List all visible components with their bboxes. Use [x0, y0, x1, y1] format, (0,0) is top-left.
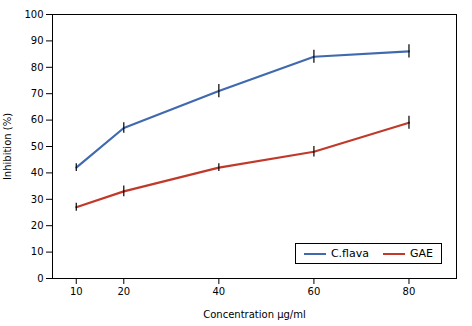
- svg-text:80: 80: [31, 62, 44, 73]
- svg-text:100: 100: [24, 9, 43, 20]
- svg-text:Inhibition (%): Inhibition (%): [2, 113, 13, 180]
- svg-text:50: 50: [31, 141, 44, 152]
- html-text:GAE: GAE: [410, 247, 433, 260]
- svg-text:40: 40: [31, 167, 44, 178]
- svg-text:40: 40: [212, 286, 225, 297]
- svg-text:0: 0: [37, 273, 43, 284]
- svg-text:10: 10: [70, 286, 83, 297]
- svg-text:20: 20: [117, 286, 130, 297]
- svg-text:60: 60: [308, 286, 321, 297]
- svg-text:10: 10: [31, 246, 44, 257]
- svg-text:60: 60: [31, 114, 44, 125]
- html-text:C.flava: C.flava: [330, 247, 369, 260]
- svg-text:80: 80: [403, 286, 416, 297]
- svg-text:70: 70: [31, 88, 44, 99]
- svg-text:20: 20: [31, 220, 44, 231]
- svg-text:90: 90: [31, 35, 44, 46]
- svg-text:30: 30: [31, 194, 44, 205]
- svg-text:Concentration μg/ml: Concentration μg/ml: [203, 309, 306, 320]
